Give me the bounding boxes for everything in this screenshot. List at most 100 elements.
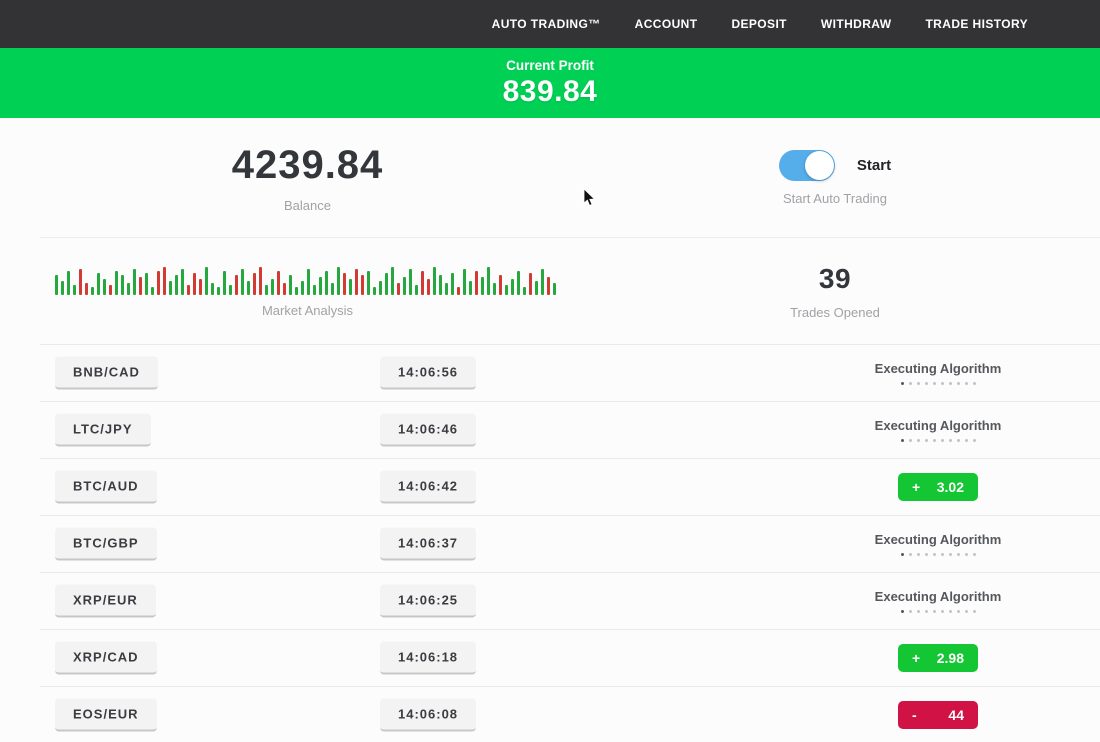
progress-dot bbox=[940, 382, 944, 385]
result-sign: + bbox=[912, 650, 921, 666]
trade-row: BNB/CAD 14:06:56 Executing Algorithm bbox=[40, 344, 1100, 401]
pair-badge: BNB/CAD bbox=[55, 356, 158, 390]
market-bar bbox=[109, 284, 112, 295]
executing-algorithm-label: Executing Algorithm bbox=[874, 532, 1002, 547]
trades-opened-value: 39 bbox=[818, 262, 852, 294]
progress-dot bbox=[956, 610, 960, 613]
auto-trading-label: Start Auto Trading bbox=[782, 190, 888, 206]
progress-dot bbox=[908, 610, 912, 613]
market-bar bbox=[67, 270, 70, 295]
market-bar bbox=[529, 272, 532, 295]
result-sign: + bbox=[912, 479, 921, 495]
market-bar bbox=[307, 268, 310, 295]
progress-dot bbox=[972, 610, 976, 613]
progress-dot bbox=[964, 553, 968, 556]
market-bar bbox=[379, 280, 382, 295]
progress-dot bbox=[916, 439, 920, 442]
section-divider bbox=[40, 237, 1100, 238]
trade-row: EOS/EUR 14:06:08 - 44 bbox=[40, 686, 1100, 742]
progress-dot bbox=[972, 382, 976, 385]
market-bar bbox=[367, 270, 370, 295]
progress-dots-icon bbox=[900, 610, 976, 613]
time-badge: 14:06:37 bbox=[380, 527, 477, 561]
market-bar bbox=[259, 266, 262, 295]
progress-dot bbox=[940, 439, 944, 442]
market-bar bbox=[325, 270, 328, 295]
market-bar bbox=[391, 266, 394, 295]
trade-status: Executing Algorithm bbox=[798, 418, 1078, 442]
market-bar bbox=[355, 268, 358, 295]
progress-dots-icon bbox=[900, 439, 976, 442]
market-bar bbox=[79, 268, 82, 295]
market-bar bbox=[55, 274, 58, 295]
market-bar bbox=[295, 286, 298, 295]
stats-row-market: Market Analysis 39 Trades Opened bbox=[0, 238, 1100, 344]
market-bar bbox=[517, 270, 520, 295]
market-bar bbox=[85, 282, 88, 295]
market-bar bbox=[73, 284, 76, 295]
auto-trading-toggle[interactable] bbox=[778, 149, 835, 181]
balance-label: Balance bbox=[284, 197, 331, 213]
market-bar bbox=[427, 278, 430, 295]
trade-status: Executing Algorithm bbox=[798, 532, 1078, 556]
progress-dot bbox=[900, 553, 904, 556]
progress-dot bbox=[932, 553, 936, 556]
progress-dot bbox=[900, 382, 904, 385]
market-bar bbox=[343, 272, 346, 295]
progress-dot bbox=[940, 553, 944, 556]
market-bar bbox=[547, 276, 550, 295]
market-bar bbox=[271, 278, 274, 295]
pair-badge: XRP/EUR bbox=[55, 584, 156, 618]
market-bar bbox=[469, 280, 472, 295]
time-badge: 14:06:42 bbox=[380, 470, 477, 504]
progress-dot bbox=[932, 439, 936, 442]
market-bar bbox=[91, 286, 94, 295]
market-bar bbox=[331, 282, 334, 295]
market-bar bbox=[511, 278, 514, 295]
market-bar bbox=[115, 270, 118, 295]
market-analysis-stat: Market Analysis bbox=[0, 238, 615, 344]
trade-row: BTC/GBP 14:06:37 Executing Algorithm bbox=[40, 515, 1100, 572]
progress-dot bbox=[916, 382, 920, 385]
market-bar bbox=[349, 278, 352, 295]
trade-status: +2.98 bbox=[798, 644, 1078, 672]
nav-item-auto-trading[interactable]: AUTO TRADING™ bbox=[491, 17, 601, 31]
market-bar bbox=[487, 266, 490, 295]
market-bar bbox=[187, 284, 190, 295]
progress-dot bbox=[908, 439, 912, 442]
pair-badge: EOS/EUR bbox=[55, 698, 157, 732]
market-bar bbox=[301, 280, 304, 295]
market-bar bbox=[289, 274, 292, 295]
current-profit-value: 839.84 bbox=[502, 74, 598, 108]
trade-row: XRP/CAD 14:06:18 +2.98 bbox=[40, 629, 1100, 686]
progress-dot bbox=[908, 382, 912, 385]
nav-item-trade-history[interactable]: TRADE HISTORY bbox=[925, 17, 1028, 31]
market-bar bbox=[211, 282, 214, 295]
market-bar bbox=[475, 270, 478, 295]
market-bar bbox=[415, 284, 418, 295]
current-profit-label: Current Profit bbox=[506, 57, 594, 73]
market-bar bbox=[439, 274, 442, 295]
market-analysis-label: Market Analysis bbox=[261, 302, 354, 318]
progress-dot bbox=[964, 610, 968, 613]
progress-dot bbox=[916, 553, 920, 556]
nav-item-account[interactable]: ACCOUNT bbox=[634, 17, 698, 31]
nav-item-deposit[interactable]: DEPOSIT bbox=[731, 17, 787, 31]
time-badge: 14:06:08 bbox=[380, 698, 477, 732]
progress-dot bbox=[948, 553, 952, 556]
market-bar bbox=[283, 282, 286, 295]
market-bar bbox=[175, 274, 178, 295]
executing-algorithm-label: Executing Algorithm bbox=[874, 418, 1002, 433]
market-bar bbox=[247, 280, 250, 295]
progress-dot bbox=[948, 610, 952, 613]
market-bar bbox=[103, 278, 106, 295]
market-bar bbox=[169, 280, 172, 295]
market-bar bbox=[253, 272, 256, 295]
market-bar bbox=[361, 274, 364, 295]
progress-dot bbox=[956, 553, 960, 556]
market-bar bbox=[193, 272, 196, 295]
time-badge: 14:06:18 bbox=[380, 641, 477, 675]
market-bar bbox=[217, 286, 220, 295]
nav-item-withdraw[interactable]: WITHDRAW bbox=[820, 17, 892, 31]
market-bar bbox=[523, 286, 526, 295]
